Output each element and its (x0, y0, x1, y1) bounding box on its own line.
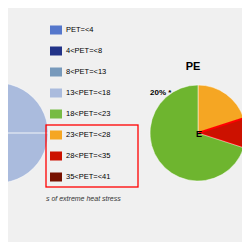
svg-text:8<PET=<13: 8<PET=<13 (66, 67, 106, 76)
svg-text:PE: PE (186, 60, 201, 72)
svg-text:28<PET=<35: 28<PET=<35 (66, 151, 110, 160)
svg-text:35<PET=<41: 35<PET=<41 (66, 172, 110, 181)
svg-text:20% *: 20% * (150, 88, 172, 97)
svg-text:13<PET=<18: 13<PET=<18 (66, 88, 110, 97)
svg-text:23<PET=<28: 23<PET=<28 (66, 130, 110, 139)
svg-text:4<PET=<8: 4<PET=<8 (66, 46, 102, 55)
svg-text:E: E (196, 129, 202, 139)
svg-text:PET=<4: PET=<4 (66, 25, 94, 34)
svg-text:18<PET=<23: 18<PET=<23 (66, 109, 110, 118)
svg-text:s of extreme heat stress: s of extreme heat stress (46, 195, 121, 202)
